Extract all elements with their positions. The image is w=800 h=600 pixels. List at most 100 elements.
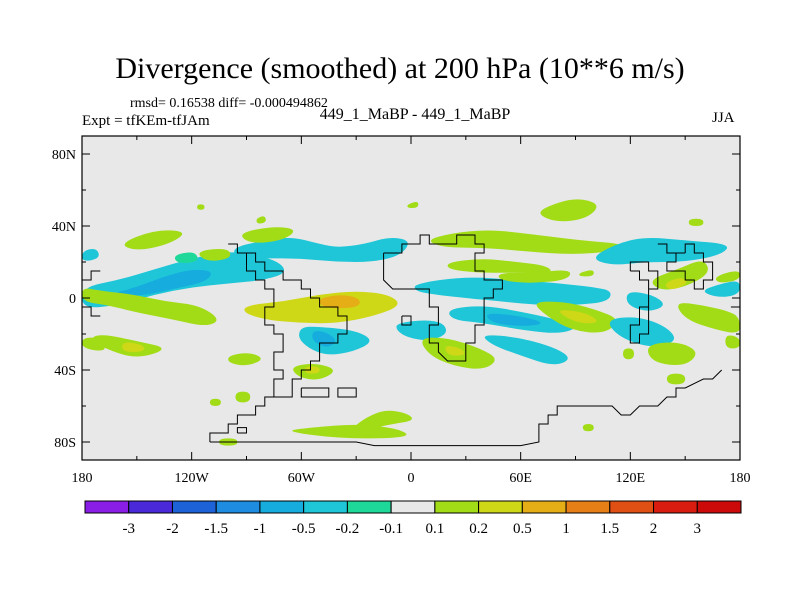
contour-region-24 [484, 335, 568, 365]
y-tick-label: 40S [54, 364, 76, 379]
contour-region-12 [228, 353, 261, 366]
contour-region-16 [319, 295, 360, 309]
colorbar: -3 -2 -1.5 -1 -0.5 -0.2 -0.1 0.1 0.2 0.5 1 1.5 2 3 [84, 500, 742, 537]
colorbar-swatch [609, 500, 655, 514]
contour-region-5 [82, 248, 99, 261]
contour-region-50 [256, 216, 266, 224]
contour-region-32 [487, 313, 541, 326]
experiment-label: Expt = tfKEm-tfJAm [82, 113, 210, 129]
x-tick-label: 60W [288, 471, 316, 486]
contour-region-7 [174, 252, 198, 264]
colorbar-label: -0.2 [336, 521, 360, 537]
contour-region-37 [623, 348, 634, 360]
colorbar-label: -1.5 [204, 521, 228, 537]
coastline-6 [209, 396, 274, 442]
coastline-7 [209, 369, 723, 447]
contour-region-44 [715, 271, 740, 283]
colorbar-swatch [259, 500, 305, 514]
contour-region-53 [688, 218, 704, 226]
colorbar-swatch [128, 500, 173, 514]
y-tick-label: 80S [54, 436, 76, 451]
contour-region-30 [498, 270, 571, 283]
coastline-4 [337, 387, 357, 398]
contour-region-23 [445, 346, 465, 356]
colorbar-swatch [171, 500, 217, 514]
contour-region-43 [704, 281, 740, 297]
contour-region-36 [647, 342, 696, 365]
contour-region-29 [540, 199, 597, 222]
x-tick-label: 120E [616, 471, 646, 486]
contour-region-42 [678, 303, 740, 333]
colorbar-label: 2 [650, 521, 658, 537]
coastline-0 [228, 243, 348, 398]
contour-region-41 [626, 292, 663, 311]
coastline-2 [82, 270, 101, 281]
contour-region-8 [82, 288, 217, 325]
colorbar-label: 1 [562, 521, 570, 537]
colorbar-swatch [84, 500, 130, 514]
stats-label: rmsd= 0.16538 diff= -0.000494862 [130, 96, 328, 111]
season-label: JJA [712, 110, 735, 126]
coastline-1 [383, 234, 503, 362]
x-tick-label: 180 [72, 471, 93, 486]
contour-region-6 [199, 248, 231, 261]
x-tick-label: 120W [175, 471, 210, 486]
y-tick-label: 80N [52, 148, 76, 163]
colorbar-label: 0.1 [425, 521, 444, 537]
colorbar-label: -2 [166, 521, 179, 537]
y-tick-label: 40N [52, 220, 76, 235]
colorbar-label: -1 [254, 521, 267, 537]
x-tick-label: 60E [509, 471, 532, 486]
colorbar-label: -0.5 [292, 521, 316, 537]
colorbar-swatch [696, 500, 742, 514]
colorbar-label: 1.5 [600, 521, 619, 537]
colorbar-swatch [215, 500, 261, 514]
map-plot: 180 120W 60W 0 60E 120E 180 80N 40N 0 40S 80S [52, 135, 751, 486]
contour-region-39 [652, 261, 708, 290]
contour-region-34 [560, 310, 597, 324]
contour-region-14 [209, 398, 221, 406]
colorbar-swatch [303, 500, 348, 514]
x-tick-label: 180 [730, 471, 751, 486]
contour-region-54 [579, 270, 594, 277]
coastline-8 [236, 427, 247, 434]
contour-region-40 [665, 278, 687, 289]
contour-region-27 [447, 259, 551, 273]
colorbar-swatch [653, 500, 698, 514]
colorbar-swatch [478, 500, 523, 514]
contour-region-20 [305, 366, 320, 374]
coastline-13 [401, 315, 412, 326]
contour-region-26 [430, 230, 623, 254]
colorbar-swatch [565, 500, 611, 514]
contour-region-51 [407, 202, 419, 208]
colorbar-label: -0.1 [379, 521, 403, 537]
contour-region-35 [609, 317, 675, 347]
contour-region-11 [82, 337, 105, 351]
x-tick-label: 0 [408, 471, 415, 486]
colorbar-swatch [390, 500, 436, 514]
center-label: 449_1_MaBP - 449_1_MaBP [319, 106, 511, 123]
contour-region-2 [234, 238, 408, 262]
colorbar-swatch [521, 500, 567, 514]
contour-region-10 [122, 342, 145, 352]
contour-region-52 [197, 204, 205, 210]
colorbar-swatch [434, 500, 480, 514]
page-title: Divergence (smoothed) at 200 hPa (10**6 … [115, 52, 685, 85]
colorbar-swatch [346, 500, 392, 514]
contour-region-38 [666, 373, 686, 385]
contour-region-47 [292, 424, 407, 439]
colorbar-label: 0.2 [469, 521, 488, 537]
colorbar-label: 3 [694, 521, 702, 537]
coastline-9 [629, 261, 659, 344]
colorbar-label: 0.5 [513, 521, 532, 537]
y-tick-label: 0 [69, 292, 76, 307]
contour-region-3 [124, 230, 183, 250]
coastline-10 [666, 243, 714, 290]
contour-region-46 [353, 410, 412, 430]
contour-region-4 [242, 227, 294, 243]
contour-region-13 [235, 391, 251, 403]
contour-region-1 [116, 269, 211, 296]
coastline-11 [657, 243, 676, 254]
coastline-3 [82, 306, 101, 317]
contour-region-25 [414, 277, 611, 306]
